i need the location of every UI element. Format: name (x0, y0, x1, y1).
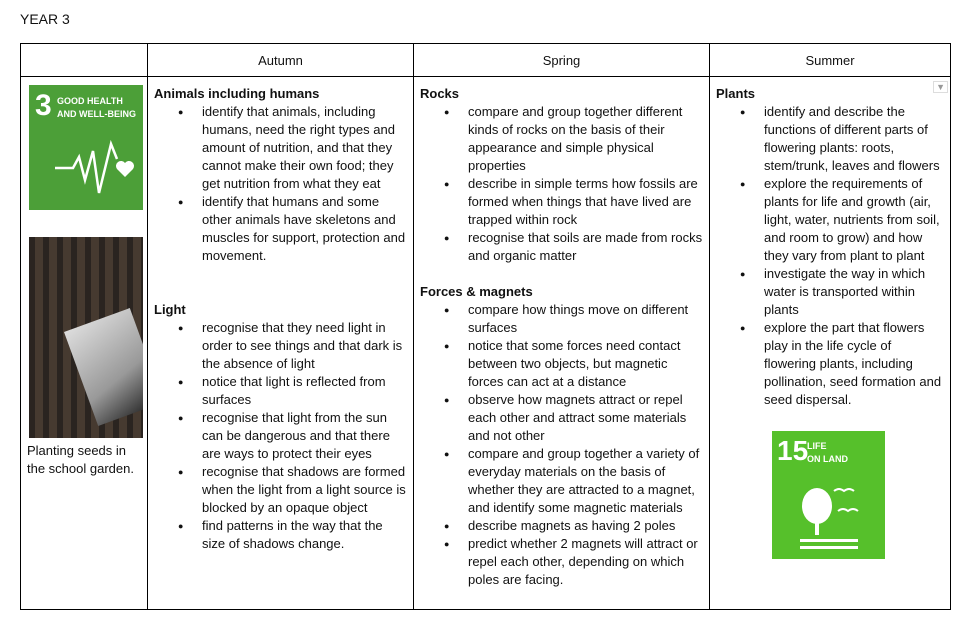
page-title: YEAR 3 (20, 11, 70, 27)
objective-item: find patterns in the way that the size o… (178, 517, 407, 553)
summer-cell: ▼ Plants identify and describe the functi… (709, 76, 951, 610)
header-summer: Summer (709, 43, 951, 77)
spring-cell: Rocks compare and group together differen… (413, 76, 710, 610)
objective-item: identify and describe the functions of d… (740, 103, 944, 175)
spring-objective-list: compare and group together different kin… (420, 103, 703, 265)
autumn-topic-heading: Animals including humans (154, 86, 320, 101)
sdg3-logo: 3 GOOD HEALTH AND WELL-BEING (29, 85, 143, 210)
spring-topic-heading: Forces & magnets (420, 284, 533, 299)
objective-item: describe magnets as having 2 poles (444, 517, 703, 535)
autumn-objective-list: identify that animals, including humans,… (154, 103, 407, 265)
summer-topic-heading: Plants (716, 86, 756, 101)
header-row: Autumn Spring Summer (20, 43, 951, 77)
tree-birds-icon (800, 488, 859, 549)
objective-item: notice that some forces need contact bet… (444, 337, 703, 391)
autumn-objective-list: recognise that they need light in order … (154, 319, 407, 553)
objective-item: notice that light is reflected from surf… (178, 373, 407, 409)
image-cell: 3 GOOD HEALTH AND WELL-BEING Planting se… (20, 76, 148, 610)
objective-item: identify that animals, including humans,… (178, 103, 407, 193)
seed-planting-photo (29, 237, 143, 438)
objective-item: compare and group together different kin… (444, 103, 703, 175)
autumn-cell: Animals including humans identify that an… (147, 76, 414, 610)
curriculum-table: Autumn Spring Summer 3 GOOD HEALTH AND W… (20, 43, 951, 610)
sdg15-logo: 15 LIFE ON LAND (772, 431, 885, 559)
objective-item: describe in simple terms how fossils are… (444, 175, 703, 229)
objective-item: identify that humans and some other anim… (178, 193, 407, 265)
objective-item: explore the part that flowers play in th… (740, 319, 944, 409)
objective-item: recognise that shadows are formed when t… (178, 463, 407, 517)
objective-item: observe how magnets attract or repel eac… (444, 391, 703, 445)
objective-item: predict whether 2 magnets will attract o… (444, 535, 703, 589)
autumn-topic-heading: Light (154, 302, 186, 317)
header-autumn: Autumn (147, 43, 414, 77)
objective-item: recognise that they need light in order … (178, 319, 407, 373)
objective-item: recognise that soils are made from rocks… (444, 229, 703, 265)
spring-objective-list: compare how things move on different sur… (420, 301, 703, 589)
header-blank (20, 43, 148, 77)
dropdown-arrow-icon[interactable]: ▼ (933, 81, 948, 93)
objective-item: investigate the way in which water is tr… (740, 265, 944, 319)
objective-item: compare how things move on different sur… (444, 301, 703, 337)
header-spring: Spring (413, 43, 710, 77)
heartbeat-icon (55, 139, 134, 194)
objective-item: recognise that light from the sun can be… (178, 409, 407, 463)
objective-item: compare and group together a variety of … (444, 445, 703, 517)
spring-topic-heading: Rocks (420, 86, 460, 101)
summer-objective-list: identify and describe the functions of d… (716, 103, 944, 409)
objective-item: explore the requirements of plants for l… (740, 175, 944, 265)
photo-caption: Planting seeds in the school garden. (27, 443, 134, 476)
